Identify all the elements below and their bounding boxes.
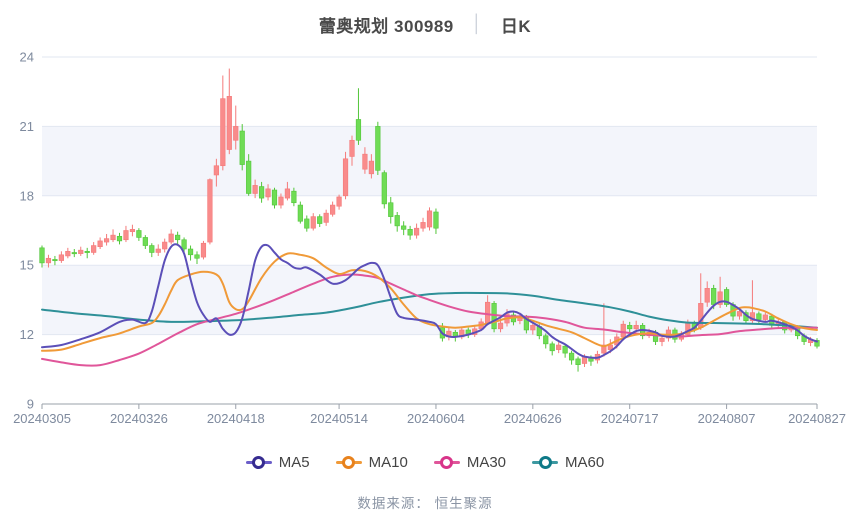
- chart-title: 蕾奥规划 300989 │ 日K: [0, 12, 850, 36]
- legend-label: MA60: [565, 454, 605, 471]
- legend-item-ma5[interactable]: MA5: [245, 454, 310, 471]
- legend-label: MA5: [278, 454, 310, 471]
- ma5-marker-icon: [245, 456, 272, 470]
- svg-text:24: 24: [20, 50, 34, 65]
- ma5-line: [41, 243, 818, 359]
- svg-text:20240807: 20240807: [698, 411, 756, 426]
- legend-item-ma10[interactable]: MA10: [335, 454, 408, 471]
- svg-text:20240604: 20240604: [407, 411, 465, 426]
- x-axis-line: [41, 403, 818, 409]
- grid-bands: [42, 126, 817, 335]
- ma30-line: [41, 273, 818, 367]
- svg-text:20240717: 20240717: [601, 411, 659, 426]
- legend-label: MA10: [368, 454, 408, 471]
- svg-text:20240305: 20240305: [13, 411, 71, 426]
- stock-title: 蕾奥规划 300989: [318, 16, 454, 36]
- title-separator: │: [471, 14, 483, 33]
- legend-item-ma30[interactable]: MA30: [433, 454, 507, 471]
- ma60-marker-icon: [532, 456, 559, 470]
- ma10-line: [41, 252, 818, 352]
- svg-text:20240418: 20240418: [207, 411, 265, 426]
- svg-text:18: 18: [20, 188, 34, 203]
- legend: MA5 MA10 MA30 MA60: [0, 454, 850, 471]
- ma30-marker-icon: [433, 456, 460, 470]
- svg-text:20240626: 20240626: [504, 411, 562, 426]
- svg-text:20240514: 20240514: [310, 411, 368, 426]
- svg-text:20240326: 20240326: [110, 411, 168, 426]
- legend-item-ma60[interactable]: MA60: [532, 454, 604, 471]
- x-axis-labels: 20240305 20240326 20240418 20240514 20240604…: [13, 411, 846, 426]
- svg-text:9: 9: [27, 397, 34, 412]
- svg-text:21: 21: [20, 119, 34, 134]
- svg-text:20240827: 20240827: [788, 411, 846, 426]
- svg-text:15: 15: [20, 258, 34, 273]
- svg-text:12: 12: [20, 327, 34, 342]
- data-source-note: 数据来源： 恒生聚源: [357, 496, 493, 511]
- y-axis-labels: 9 12 15 18 21 24: [20, 50, 34, 412]
- ma10-marker-icon: [335, 456, 362, 470]
- legend-label: MA30: [466, 454, 507, 471]
- period-label: 日K: [500, 16, 532, 36]
- gridlines: [42, 56, 817, 336]
- ma60-line: [41, 291, 818, 329]
